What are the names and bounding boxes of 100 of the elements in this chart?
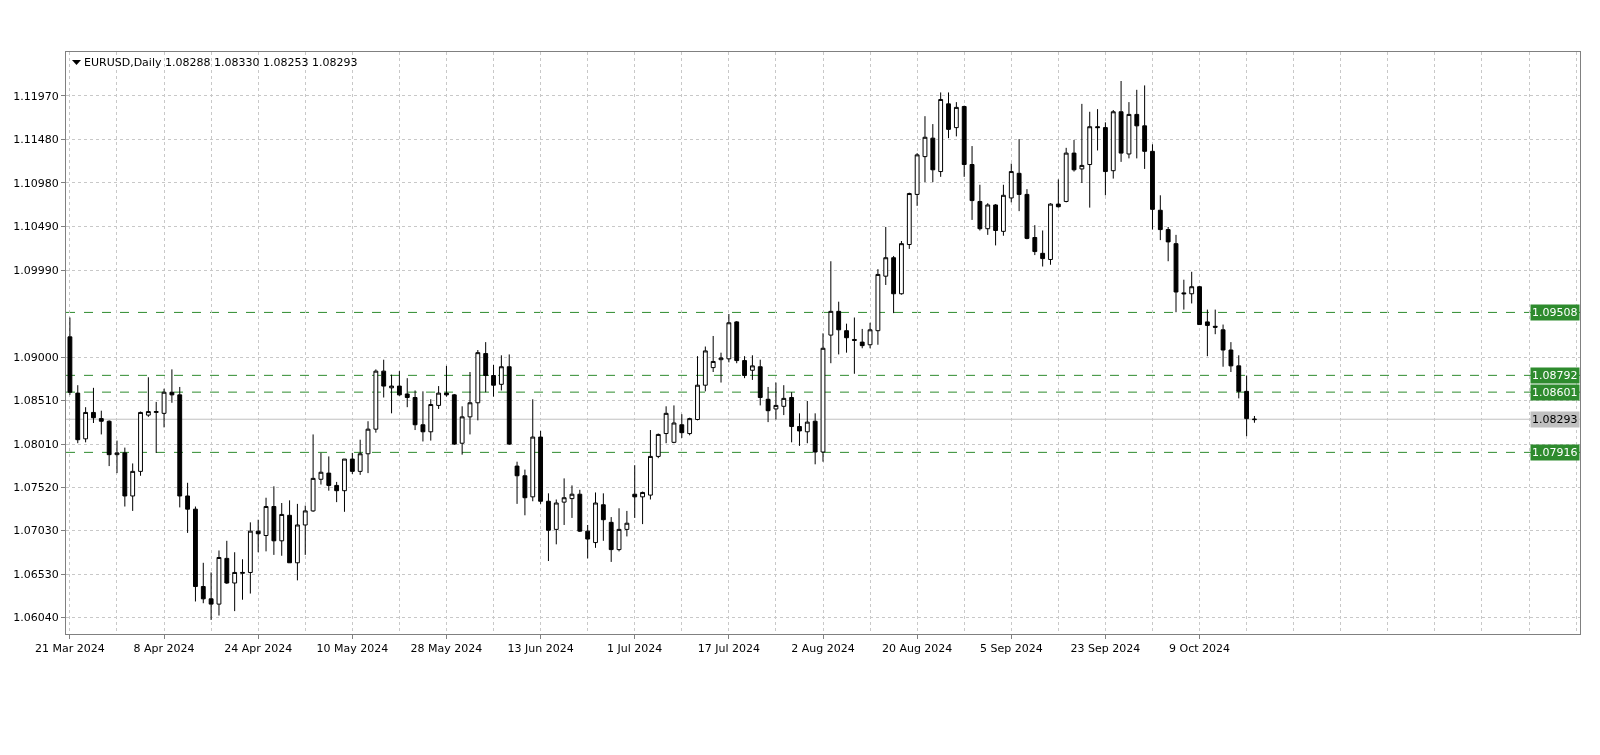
candlestick [1220, 324, 1226, 368]
candlestick [702, 346, 708, 392]
candlestick [820, 332, 826, 463]
candlestick [389, 374, 394, 414]
x-tick-label: 21 Mar 2024 [35, 642, 105, 656]
y-tick-label: 1.08510 [13, 394, 59, 407]
candlestick [1102, 121, 1108, 196]
candlestick [83, 406, 89, 443]
candlestick [553, 498, 559, 545]
candlestick [749, 354, 755, 381]
candlestick [491, 364, 496, 398]
candlestick [67, 317, 73, 396]
y-tick-label: 1.09000 [13, 350, 59, 364]
candlestick [561, 477, 567, 526]
candlestick [1087, 111, 1093, 209]
x-tick-label: 2 Aug 2024 [791, 642, 855, 656]
y-tick-label: 1.10980 [13, 176, 59, 190]
candlestick [757, 359, 763, 406]
candlestick [828, 260, 834, 364]
candlestick [851, 317, 857, 375]
candlestick [326, 455, 332, 492]
candlestick [342, 458, 347, 513]
candlestick [930, 123, 936, 183]
candlestick [1110, 109, 1116, 180]
candlestick [1079, 103, 1085, 184]
candlestick [122, 447, 128, 508]
ref-line-label: 1.09508 [1532, 306, 1578, 319]
candlestick [208, 571, 214, 621]
candlestick [1150, 143, 1155, 231]
candlestick [608, 516, 614, 563]
y-tick-label: 1.06040 [13, 611, 59, 625]
candlestick [1118, 80, 1124, 163]
candlestick [1181, 279, 1187, 311]
candlestick [145, 376, 151, 418]
candlestick [255, 519, 261, 553]
candlestick [200, 562, 206, 604]
candlestick [404, 377, 410, 408]
candlestick [671, 404, 677, 444]
candlestick [906, 192, 912, 250]
candlestick [357, 439, 363, 476]
candlestick [985, 202, 991, 236]
candlestick [969, 145, 975, 221]
candlestick [946, 91, 951, 139]
candlestick [789, 391, 795, 443]
candlestick [224, 540, 230, 585]
candlestick [451, 393, 457, 446]
candlestick [506, 353, 512, 446]
candlestick [232, 551, 238, 612]
candlestick [695, 355, 700, 421]
candlestick [1095, 108, 1100, 151]
candlestick [726, 313, 732, 363]
candlestick [1024, 188, 1030, 240]
candlestick [1173, 234, 1179, 313]
candlestick [349, 452, 355, 475]
candlestick [1142, 84, 1148, 170]
candlestick [114, 440, 120, 474]
candlestick [1016, 138, 1022, 212]
candlestick [428, 398, 434, 442]
candlestick [765, 386, 771, 423]
candlestick [91, 387, 96, 424]
candlestick [1252, 415, 1257, 424]
candlestick [1063, 147, 1069, 203]
candlestick [373, 368, 379, 434]
candlestick [161, 388, 167, 428]
candlestick [1228, 341, 1234, 373]
candlestick [687, 417, 693, 436]
candlestick [459, 405, 465, 456]
y-tick-label: 1.09990 [13, 263, 59, 277]
candlestick [640, 491, 645, 525]
candlestick [569, 484, 575, 519]
candlestick [648, 429, 653, 500]
x-tick-label: 28 May 2024 [410, 642, 483, 656]
candlestick [773, 382, 779, 420]
candlestick [993, 203, 998, 246]
candlestick [734, 320, 740, 364]
ref-line-label: 1.08601 [1532, 386, 1578, 399]
candlestick [616, 507, 622, 552]
candlestick [585, 524, 591, 559]
y-tick-label: 1.10490 [13, 219, 59, 233]
candlestick [153, 401, 159, 454]
candlestick [1126, 101, 1132, 159]
candlestick [185, 482, 191, 534]
candlestick [914, 152, 920, 207]
candlestick [875, 268, 881, 346]
candlestick [1189, 271, 1195, 304]
candlestick [271, 485, 277, 556]
x-tick-label: 1 Jul 2024 [607, 642, 663, 656]
candlestick [1071, 139, 1077, 173]
candlestick [710, 335, 716, 373]
candlestick [138, 411, 143, 477]
candlestick [836, 301, 842, 355]
y-tick-label: 1.08010 [13, 437, 59, 451]
candlestick [1197, 285, 1202, 326]
candlestick [624, 510, 630, 537]
candlestick [742, 355, 747, 379]
candlestick [193, 506, 198, 602]
candlestick [412, 389, 418, 431]
y-tick-label: 1.07520 [13, 481, 59, 495]
candlestick [1001, 184, 1006, 237]
x-tick-label: 8 Apr 2024 [133, 642, 195, 656]
